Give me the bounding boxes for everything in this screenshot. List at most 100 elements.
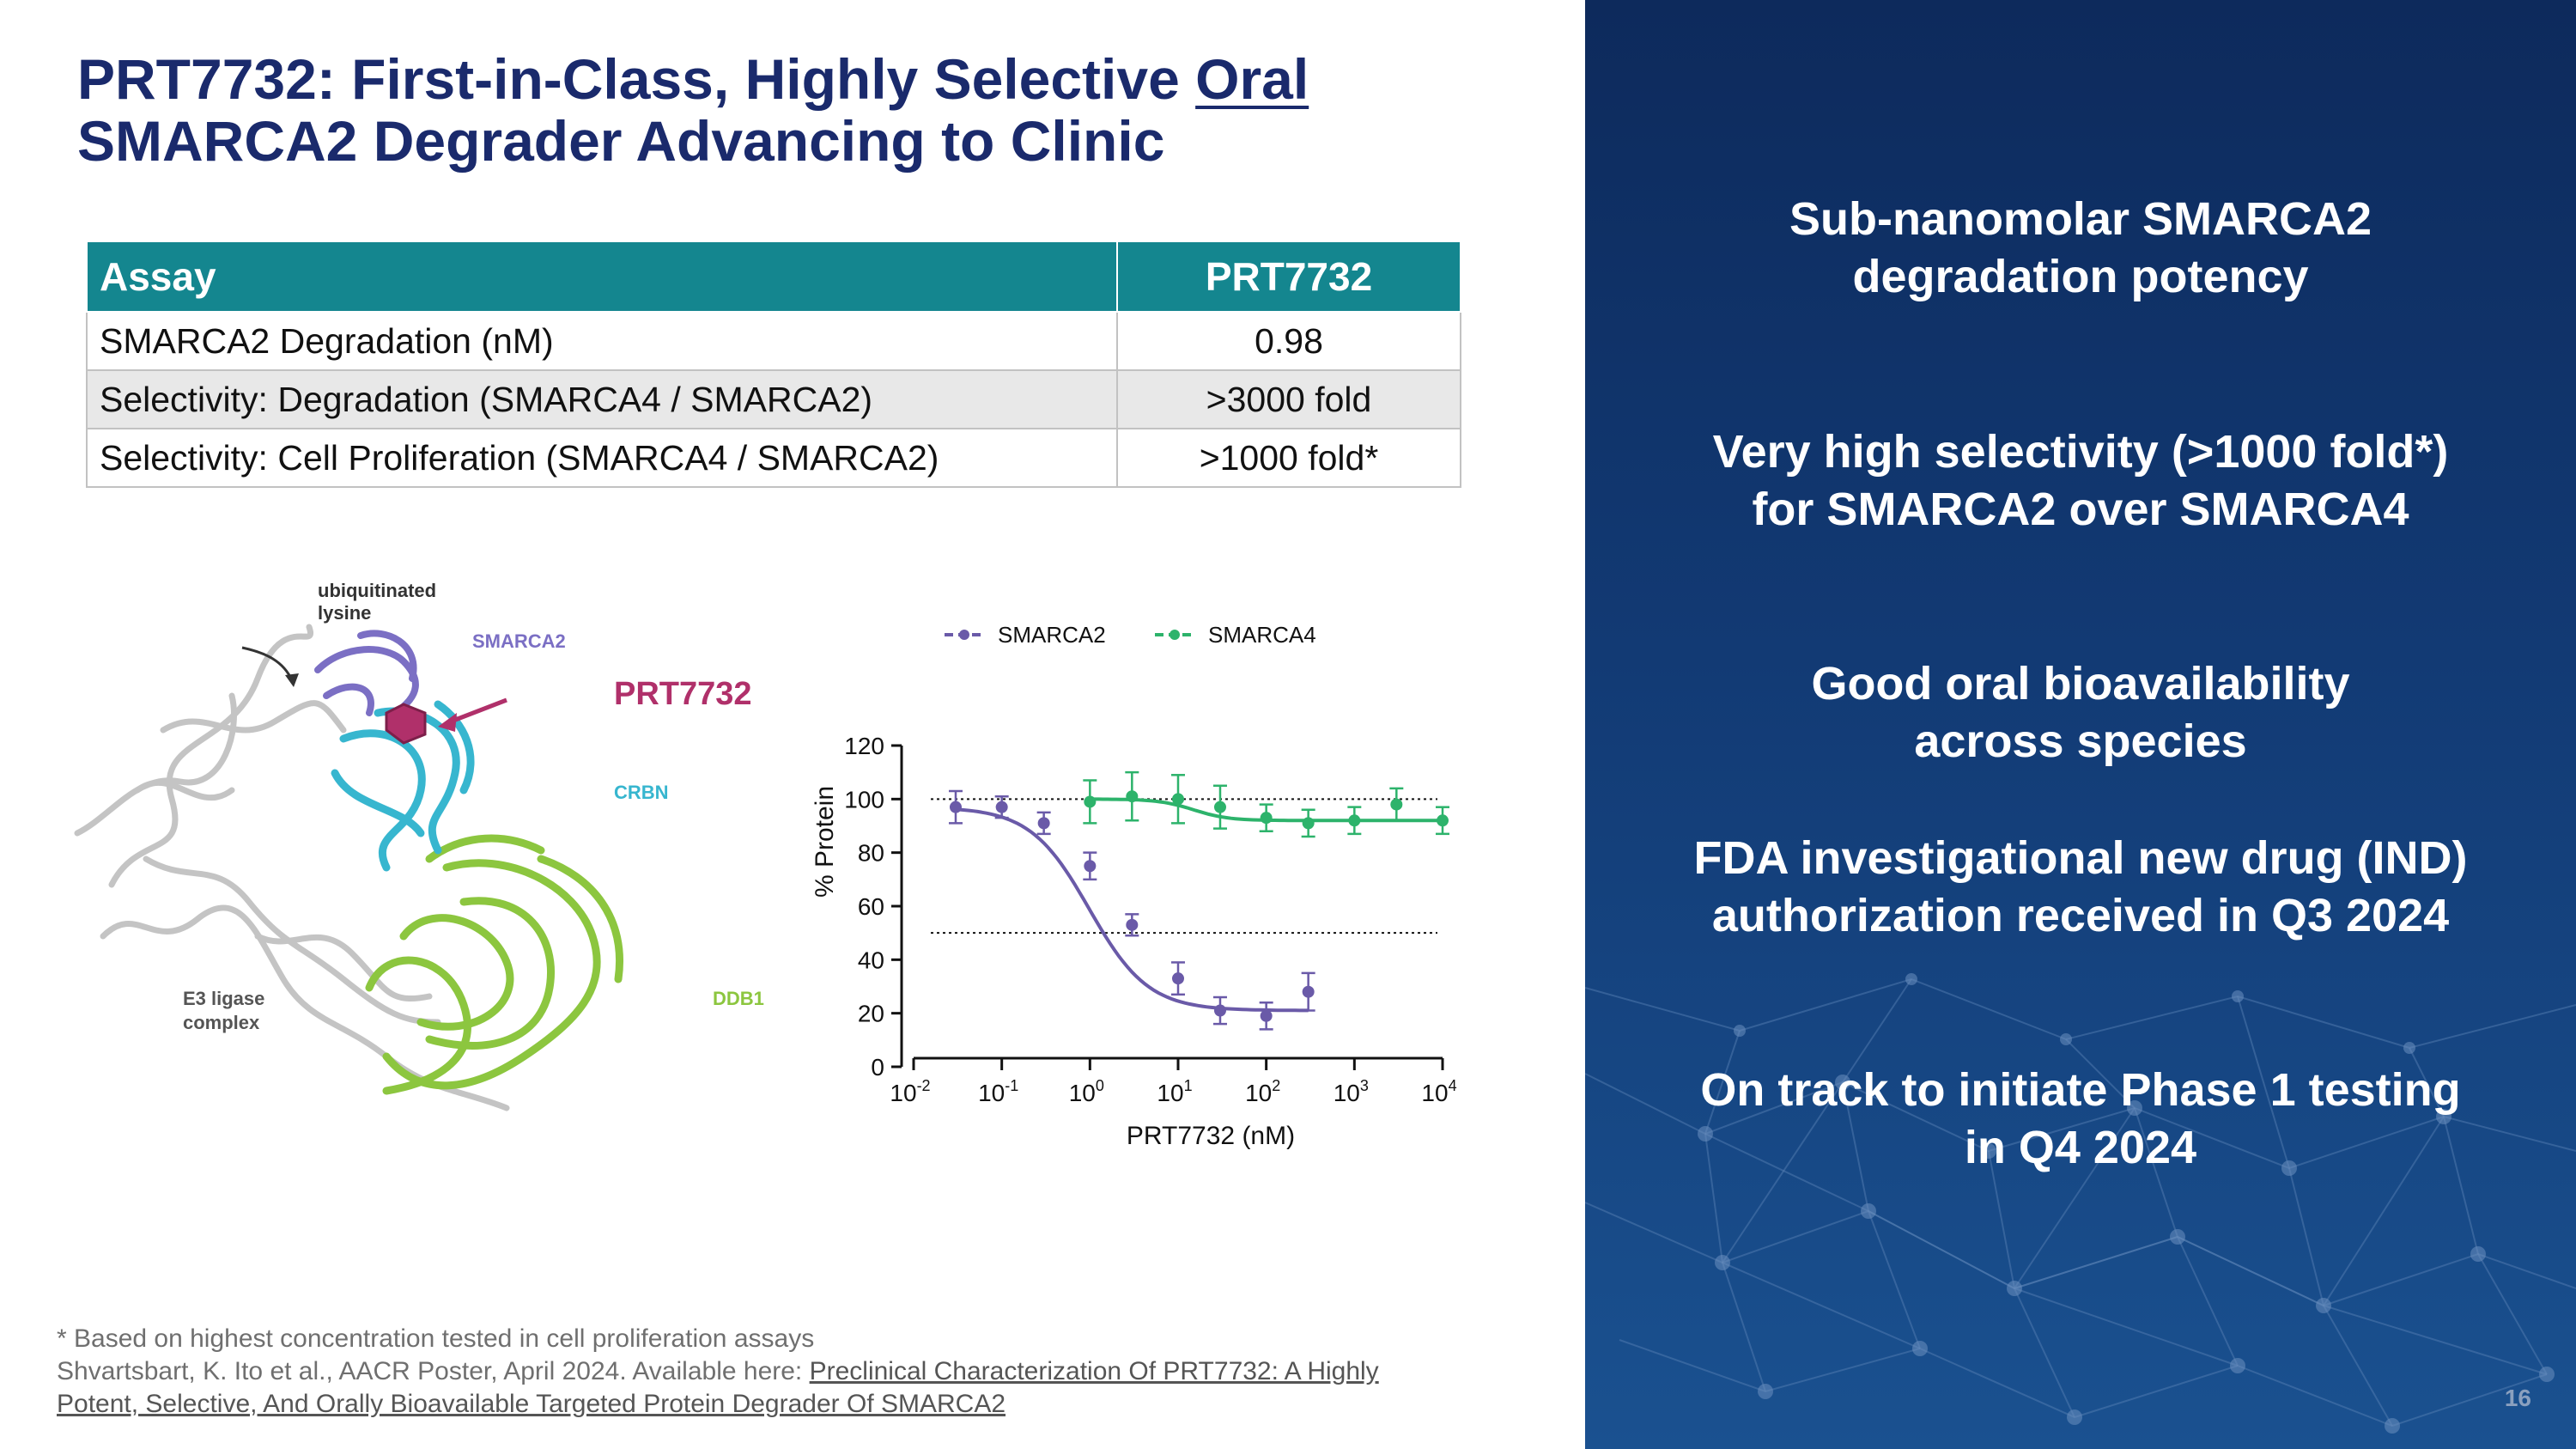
label-lysine: lysine (318, 602, 371, 624)
table-cell-value: 0.98 (1116, 311, 1461, 371)
data-point (1213, 1004, 1226, 1017)
data-point (1437, 814, 1449, 827)
data-point (1348, 814, 1361, 827)
table-header-assay: Assay (86, 240, 1118, 313)
page-number: 16 (2504, 1385, 2531, 1411)
footnote-citation: Shvartsbart, K. Ito et al., AACR Poster,… (57, 1355, 1516, 1421)
legend-marker (959, 630, 969, 640)
x-tick-label: 10-2 (890, 1077, 930, 1106)
highlight-potency-line2: degradation potency (1852, 251, 2309, 302)
title-oral-underlined: Oral (1195, 47, 1309, 111)
table-cell-assay: Selectivity: Cell Proliferation (SMARCA4… (86, 428, 1118, 488)
data-point (1172, 972, 1184, 985)
highlight-selectivity-line1: Very high selectivity (>1000 fold*) (1712, 426, 2449, 478)
highlight-ind-line1: FDA investigational new drug (IND) (1693, 832, 2468, 884)
series-smarca4 (1083, 770, 1449, 838)
highlight-phase1-line2: in Q4 2024 (1964, 1122, 2197, 1173)
table-cell-value: >3000 fold (1116, 369, 1461, 429)
chart-series (948, 770, 1449, 1031)
label-complex: complex (183, 1012, 260, 1033)
prt7732-molecule (385, 703, 427, 745)
y-tick-label: 20 (858, 1001, 884, 1027)
data-point (1126, 918, 1139, 931)
data-point (995, 801, 1008, 813)
data-point (1126, 790, 1139, 803)
highlight-ind: FDA investigational new drug (IND) author… (1585, 830, 2576, 945)
chart-axes: 0 20 40 60 80 100 120 10-2 10-1 100 101 102 103 104 (844, 733, 1456, 1106)
highlight-phase1: On track to initiate Phase 1 testing in Q… (1585, 1062, 2576, 1177)
table-cell-assay: Selectivity: Degradation (SMARCA4 / SMAR… (86, 369, 1118, 429)
data-point (1213, 801, 1226, 813)
slide-title: PRT7732: First-in-Class, Highly Selectiv… (77, 48, 1537, 172)
protein-structure-figure: ubiquitinated lysine SMARCA2 PRT7732 CRB… (74, 580, 764, 1111)
footnote-asterisk: * Based on highest concentration tested … (57, 1324, 815, 1353)
table-row: Selectivity: Degradation (SMARCA4 / SMAR… (86, 369, 1461, 429)
x-tick-label: 103 (1334, 1077, 1369, 1106)
table-header-prt7732: PRT7732 (1116, 240, 1461, 313)
legend-label: SMARCA4 (1208, 622, 1316, 648)
e3-ligase-ribbon (74, 624, 510, 1111)
label-e3-ligase: E3 ligase (183, 988, 264, 1009)
table-header-row: Assay PRT7732 (86, 240, 1461, 313)
citation-prefix: Shvartsbart, K. Ito et al., AACR Poster,… (57, 1357, 810, 1385)
highlight-potency-line1: Sub-nanomolar SMARCA2 (1789, 193, 2372, 245)
data-point (1390, 798, 1403, 811)
dose-response-chart: SMARCA2 SMARCA4 0 20 40 60 80 100 120 10-2 10-1 10… (811, 622, 1457, 1150)
label-crbn: CRBN (614, 782, 669, 803)
label-ubiquitinated: ubiquitinated (318, 580, 436, 601)
title-line2: SMARCA2 Degrader Advancing to Clinic (77, 109, 1165, 173)
table-row: Selectivity: Cell Proliferation (SMARCA4… (86, 428, 1461, 488)
data-point (1260, 1009, 1273, 1022)
ddb1-ribbon (365, 834, 623, 1095)
footnotes: * Based on highest concentration tested … (57, 1323, 1516, 1421)
chart-x-axis-label: PRT7732 (nM) (1127, 1122, 1295, 1150)
label-smarca2: SMARCA2 (472, 630, 566, 652)
data-point (1084, 860, 1097, 873)
prt7732-arrow (446, 697, 507, 726)
data-point (1260, 812, 1273, 825)
highlight-bioavailability-line1: Good oral bioavailability (1811, 658, 2350, 709)
data-point (1172, 793, 1184, 806)
highlights-panel: Sub-nanomolar SMARCA2 degradation potency… (1585, 0, 2576, 1449)
citation-link-line2[interactable]: Potent, Selective, And Orally Bioavailab… (57, 1390, 1006, 1418)
legend-marker (1170, 630, 1180, 640)
highlight-selectivity: Very high selectivity (>1000 fold*) for S… (1585, 423, 2576, 539)
data-point (1302, 985, 1315, 998)
table-cell-value: >1000 fold* (1116, 428, 1461, 488)
network-background-graphic (1585, 973, 2576, 1434)
highlight-ind-line2: authorization received in Q3 2024 (1711, 890, 2450, 941)
series-smarca2 (948, 789, 1315, 1031)
highlight-bioavailability-line2: across species (1914, 715, 2247, 767)
x-tick-label: 100 (1069, 1077, 1104, 1106)
data-point (1084, 795, 1097, 808)
legend-label: SMARCA2 (998, 622, 1106, 648)
assay-table: Assay PRT7732 SMARCA2 Degradation (nM) 0… (86, 240, 1461, 488)
prt7732-arrow-head (438, 713, 457, 732)
citation-link-line1[interactable]: Preclinical Characterization Of PRT7732:… (809, 1357, 1379, 1385)
x-tick-label: 102 (1245, 1077, 1280, 1106)
fit-curve (955, 807, 1309, 1013)
highlight-bioavailability: Good oral bioavailability across species (1585, 655, 2576, 770)
y-tick-label: 80 (858, 840, 884, 867)
chart-legend: SMARCA2 SMARCA4 (945, 622, 1316, 648)
highlight-potency: Sub-nanomolar SMARCA2 degradation potency (1585, 191, 2576, 306)
data-point (1302, 817, 1315, 830)
y-tick-label: 60 (858, 893, 884, 920)
lysine-arrow-head (285, 673, 299, 687)
table-cell-assay: SMARCA2 Degradation (nM) (86, 311, 1118, 371)
chart-y-axis-label: % Protein (811, 786, 839, 898)
y-tick-label: 40 (858, 947, 884, 973)
table-row: SMARCA2 Degradation (nM) 0.98 (86, 311, 1461, 371)
highlight-selectivity-line2: for SMARCA2 over SMARCA4 (1752, 484, 2409, 535)
x-tick-label: 10-1 (978, 1077, 1018, 1106)
x-tick-label: 104 (1421, 1077, 1456, 1106)
y-tick-label: 0 (871, 1054, 884, 1081)
data-point (949, 801, 962, 813)
y-tick-label: 120 (844, 733, 884, 759)
label-ddb1: DDB1 (713, 988, 764, 1009)
label-prt7732: PRT7732 (614, 676, 752, 712)
highlight-phase1-line1: On track to initiate Phase 1 testing (1700, 1064, 2461, 1116)
x-tick-label: 101 (1157, 1077, 1192, 1106)
y-tick-label: 100 (844, 786, 884, 813)
